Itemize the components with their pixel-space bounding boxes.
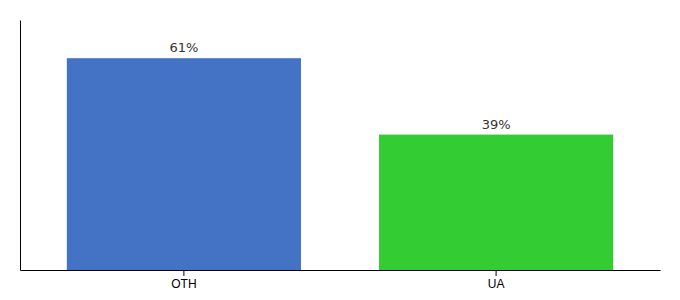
x-axis-line [21, 270, 661, 271]
data-label: 61% [169, 40, 198, 55]
x-tick: OTH [171, 270, 196, 291]
bar [379, 135, 613, 270]
y-axis-line [20, 21, 21, 271]
y-axis [20, 21, 21, 271]
data-labels: 61% 39% [169, 40, 510, 131]
bar [67, 58, 301, 270]
chart: OTH UA 61% 39% [0, 0, 680, 300]
x-axis: OTH UA [21, 270, 661, 291]
plot: OTH UA 61% 39% [21, 21, 661, 291]
x-tick-mark [496, 270, 497, 276]
x-tick: UA [488, 270, 505, 291]
data-label: 39% [482, 117, 511, 132]
bars [67, 58, 613, 270]
x-tick-label: OTH [171, 277, 196, 291]
x-tick-mark [183, 270, 184, 276]
x-tick-label: UA [488, 277, 505, 291]
